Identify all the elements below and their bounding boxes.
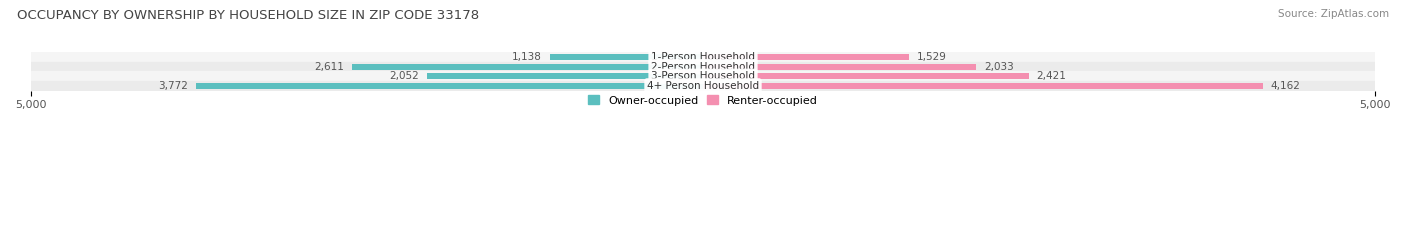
Text: 1,529: 1,529: [917, 52, 946, 62]
Bar: [703, 64, 976, 70]
Legend: Owner-occupied, Renter-occupied: Owner-occupied, Renter-occupied: [583, 91, 823, 110]
Text: 4,162: 4,162: [1271, 81, 1301, 91]
Bar: [703, 54, 908, 60]
Bar: [703, 73, 1029, 79]
Bar: [31, 81, 1375, 91]
Bar: [31, 72, 1375, 81]
Text: 4+ Person Household: 4+ Person Household: [647, 81, 759, 91]
Bar: [703, 83, 1263, 89]
Text: 2,052: 2,052: [389, 71, 419, 81]
Text: OCCUPANCY BY OWNERSHIP BY HOUSEHOLD SIZE IN ZIP CODE 33178: OCCUPANCY BY OWNERSHIP BY HOUSEHOLD SIZE…: [17, 9, 479, 22]
Text: 3,772: 3,772: [157, 81, 188, 91]
Bar: [550, 54, 703, 60]
Bar: [195, 83, 703, 89]
Bar: [31, 62, 1375, 72]
Text: 2-Person Household: 2-Person Household: [651, 62, 755, 72]
Text: 1,138: 1,138: [512, 52, 541, 62]
Bar: [427, 73, 703, 79]
Bar: [31, 52, 1375, 62]
Text: 2,611: 2,611: [314, 62, 344, 72]
Text: Source: ZipAtlas.com: Source: ZipAtlas.com: [1278, 9, 1389, 19]
Bar: [352, 64, 703, 70]
Text: 2,421: 2,421: [1036, 71, 1066, 81]
Text: 1-Person Household: 1-Person Household: [651, 52, 755, 62]
Text: 2,033: 2,033: [984, 62, 1014, 72]
Text: 3-Person Household: 3-Person Household: [651, 71, 755, 81]
